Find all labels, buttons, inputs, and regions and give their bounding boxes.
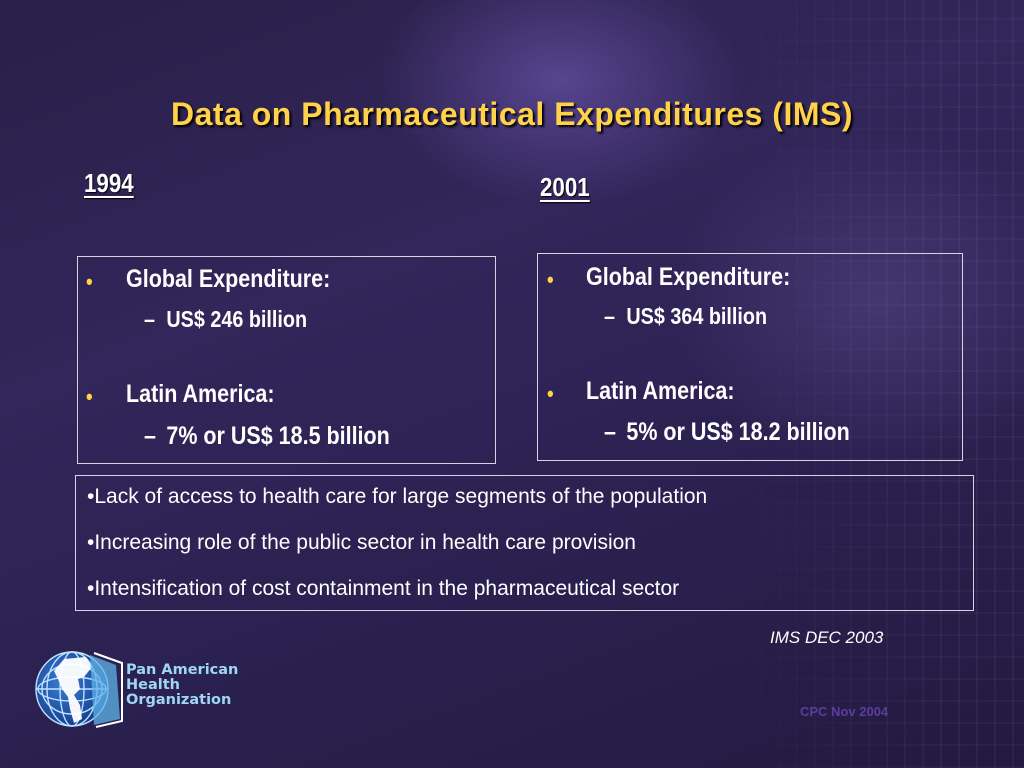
- note-item: •Lack of access to health care for large…: [87, 485, 708, 508]
- organization-name-line: Organization: [126, 692, 232, 708]
- bullet-icon: •: [547, 381, 554, 406]
- latin-america-value: –5% or US$ 18.2 billion: [604, 418, 850, 447]
- year-2001-heading: 2001: [540, 172, 590, 202]
- note-item: •Intensification of cost containment in …: [87, 577, 680, 600]
- source-note: IMS DEC 2003: [770, 628, 884, 647]
- notes-box: •Lack of access to health care for large…: [75, 475, 974, 611]
- latin-america-value-text: 7% or US$ 18.5 billion: [166, 422, 390, 450]
- organization-name-line: Pan American: [126, 662, 239, 678]
- global-expenditure-value-text: US$ 246 billion: [166, 306, 308, 332]
- bullet-icon: •: [547, 267, 554, 292]
- expenditure-box-2001: • Global Expenditure: – US$ 364 billion •…: [537, 253, 963, 461]
- background-circuit-pattern: [724, 0, 1024, 768]
- dash-icon: –: [144, 422, 156, 450]
- dash-icon: –: [144, 306, 156, 332]
- year-1994-heading: 1994: [84, 168, 134, 198]
- expenditure-box-1994: • Global Expenditure: – US$ 246 billion •…: [77, 256, 496, 464]
- latin-america-value-text: 5% or US$ 18.2 billion: [626, 418, 850, 446]
- latin-america-label: Latin America:: [586, 377, 735, 405]
- latin-america-label: Latin America:: [126, 380, 275, 408]
- dash-icon: –: [604, 303, 616, 329]
- global-expenditure-label: Global Expenditure:: [126, 265, 331, 293]
- global-expenditure-label: Global Expenditure:: [586, 263, 791, 291]
- bullet-icon: •: [86, 269, 93, 294]
- globe-icon: [35, 651, 123, 728]
- bullet-icon: •: [86, 384, 93, 409]
- global-expenditure-value: – US$ 246 billion: [144, 306, 307, 333]
- organization-name: Pan American Health Organization: [126, 663, 238, 708]
- organization-name-line: Health: [126, 677, 180, 693]
- latin-america-value: –7% or US$ 18.5 billion: [144, 422, 390, 451]
- footer-text: CPC Nov 2004: [800, 704, 889, 719]
- slide-title: Data on Pharmaceutical Expenditures (IMS…: [171, 96, 853, 132]
- dash-icon: –: [604, 418, 616, 446]
- global-expenditure-value: – US$ 364 billion: [604, 303, 767, 330]
- note-item: •Increasing role of the public sector in…: [87, 531, 636, 554]
- global-expenditure-value-text: US$ 364 billion: [626, 303, 768, 329]
